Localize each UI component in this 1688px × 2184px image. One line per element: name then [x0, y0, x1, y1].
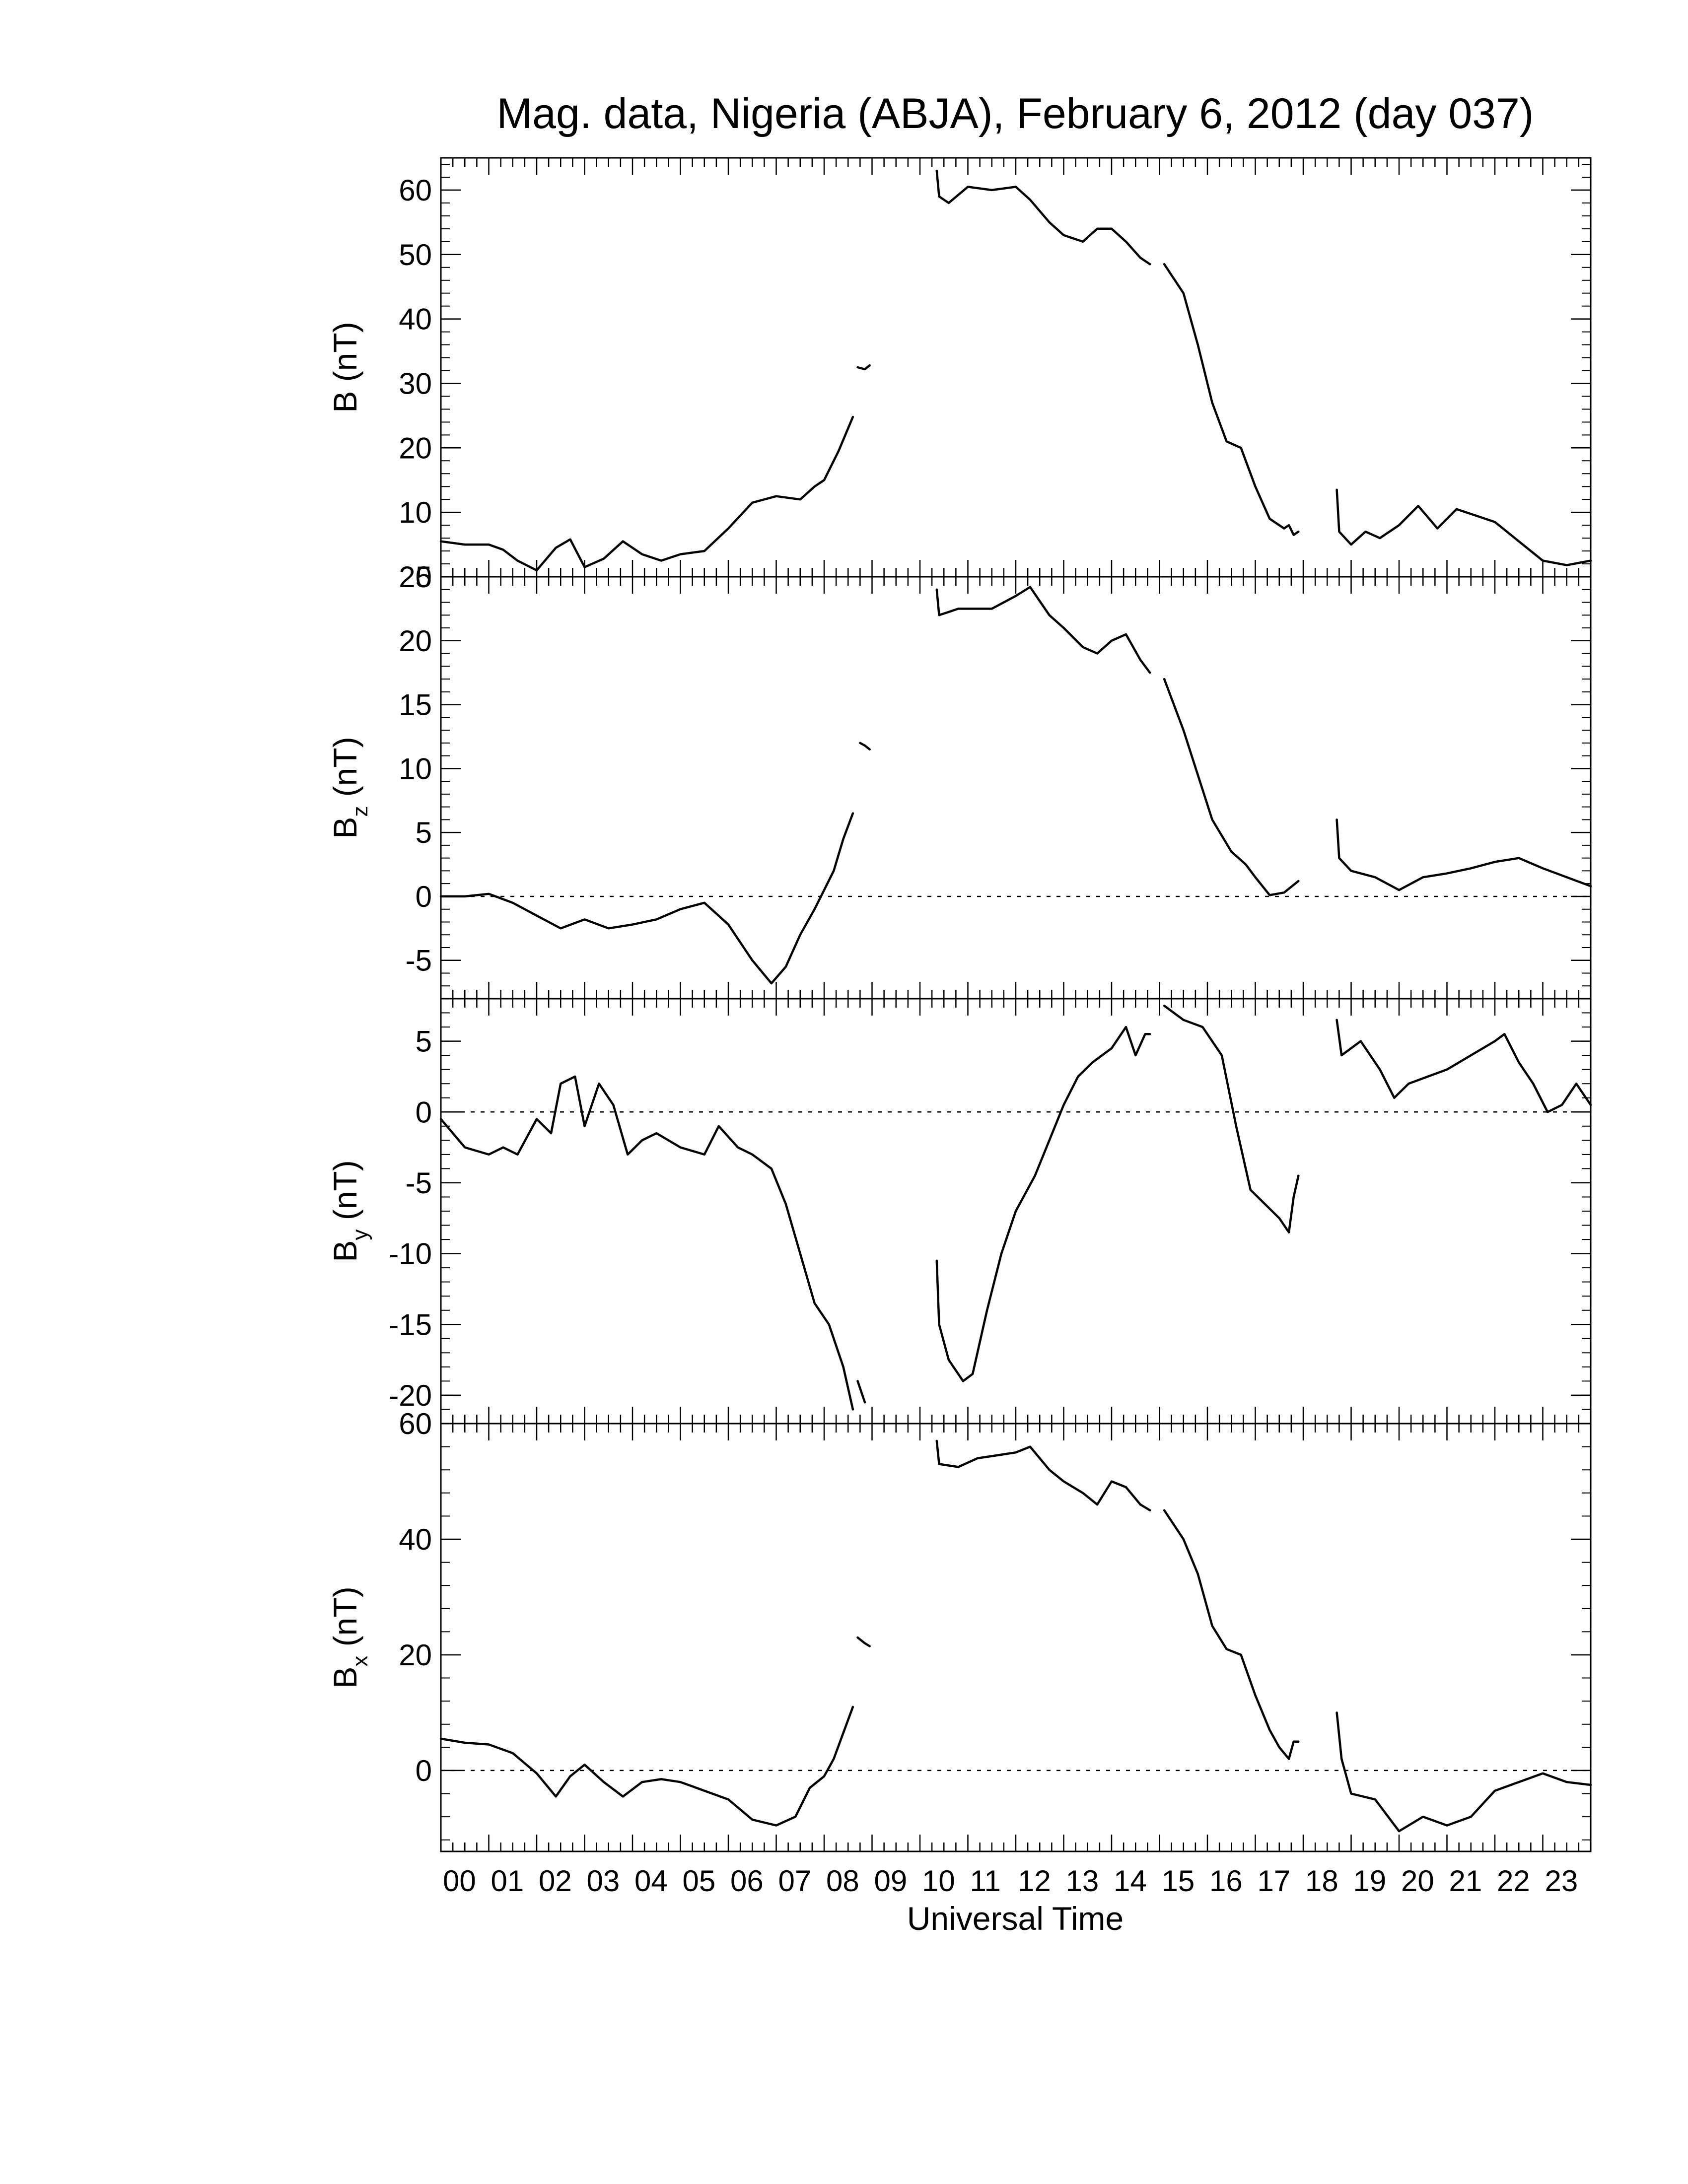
y-axis-label-subscript: x [348, 1656, 372, 1667]
series-line-b-2 [935, 169, 1151, 266]
series-line-b-1 [856, 364, 871, 371]
y-axis-label-unit: (nT) [327, 1160, 363, 1229]
series-line-bz-3 [1163, 678, 1300, 896]
y-tick-label: -5 [406, 944, 432, 977]
panel-b: 0 10 20 30 40 50 60 B (nT) [327, 157, 1592, 594]
y-axis-label-unit: (nT) [327, 737, 363, 806]
y-tick-label: 20 [399, 624, 432, 658]
x-tick-label: 14 [1114, 1864, 1147, 1898]
series-line-bz-1 [859, 742, 871, 751]
y-tick-label: 30 [399, 367, 432, 400]
y-axis-label-unit: (nT) [327, 322, 363, 391]
series-line-b-0 [439, 415, 854, 572]
series-line-bz-4 [1336, 819, 1592, 891]
y-tick-label: 0 [416, 1095, 432, 1129]
y-axis-label-subscript: y [348, 1229, 372, 1240]
y-axis-label: Bz (nT) [327, 737, 372, 838]
x-tick-labels: 00 01 02 03 04 05 06 07 08 09 10 11 12 13 14 15 16 17 18 19… [443, 1864, 1578, 1898]
y-tick-label: 40 [399, 1523, 432, 1556]
y-axis-label-main: B [327, 1240, 363, 1262]
y-tick-label: 40 [399, 303, 432, 336]
panel-bz: -5 0 5 10 15 20 25 Bz (nT) [327, 560, 1592, 1000]
y-tick-label: -5 [406, 1166, 432, 1200]
series-line-by-3 [1163, 1005, 1300, 1234]
series-line-b-4 [1336, 488, 1592, 566]
x-tick-label: 02 [539, 1864, 572, 1898]
x-tick-label: 10 [922, 1864, 955, 1898]
x-tick-label: 18 [1305, 1864, 1338, 1898]
y-axis-label-main: B [327, 1667, 363, 1689]
x-tick-label: 07 [778, 1864, 812, 1898]
x-tick-label: 03 [587, 1864, 620, 1898]
series-line-bx-2 [935, 1439, 1151, 1511]
y-tick-label: 5 [416, 816, 432, 849]
x-tick-label: 16 [1209, 1864, 1243, 1898]
x-tick-label: 22 [1497, 1864, 1530, 1898]
x-tick-label: 09 [874, 1864, 908, 1898]
x-tick-label: 20 [1401, 1864, 1434, 1898]
y-tick-label: 5 [416, 1025, 432, 1058]
y-axis-label-subscript: z [348, 806, 372, 817]
y-axis-label: Bx (nT) [327, 1586, 372, 1688]
x-tick-label: 11 [970, 1864, 1001, 1898]
y-axis-label: By (nT) [327, 1160, 372, 1262]
y-tick-label: 0 [416, 1754, 432, 1787]
x-tick-label: 13 [1066, 1864, 1099, 1898]
y-tick-label: 60 [399, 1407, 432, 1440]
y-axis-label-main: B [327, 391, 363, 413]
series-line-by-0 [439, 1075, 854, 1411]
y-axis-label: B (nT) [327, 322, 363, 412]
series-line-bx-3 [1163, 1509, 1300, 1760]
x-tick-label: 08 [826, 1864, 859, 1898]
x-tick-label: 15 [1162, 1864, 1195, 1898]
y-tick-label: 0 [416, 880, 432, 913]
y-tick-label: 10 [399, 496, 432, 529]
series-line-bz-0 [439, 812, 854, 985]
panel-by: -20 -15 -10 -5 0 5 By (nT) [327, 998, 1592, 1425]
panel-frame [440, 157, 1592, 578]
series-line-bz-2 [935, 586, 1151, 674]
x-tick-label: 01 [491, 1864, 524, 1898]
series-line-by-1 [856, 1380, 866, 1404]
x-tick-label: 21 [1449, 1864, 1482, 1898]
x-tick-label: 04 [634, 1864, 668, 1898]
y-tick-label: 50 [399, 238, 432, 272]
panel-frame [440, 576, 1592, 1000]
y-tick-label: 60 [399, 174, 432, 207]
panel-bx: 0 20 40 60 Bx (nT) [327, 1407, 1592, 1852]
y-tick-label: 20 [399, 1638, 432, 1672]
y-tick-label: 10 [399, 752, 432, 785]
panel-frame [440, 1423, 1592, 1852]
x-tick-label: 19 [1353, 1864, 1387, 1898]
x-tick-label: 05 [683, 1864, 716, 1898]
series-line-bx-4 [1336, 1711, 1592, 1833]
chart-title: Mag. data, Nigeria (ABJA), February 6, 2… [497, 90, 1534, 137]
y-tick-label: 15 [399, 688, 432, 722]
x-axis-title: Universal Time [907, 1900, 1124, 1937]
x-tick-label: 17 [1258, 1864, 1291, 1898]
series-line-b-3 [1163, 263, 1300, 536]
x-tick-label: 23 [1545, 1864, 1578, 1898]
y-tick-label: 0 [416, 560, 432, 594]
y-tick-label: 20 [399, 431, 432, 465]
series-line-by-4 [1336, 1019, 1592, 1113]
x-tick-label: 00 [443, 1864, 476, 1898]
series-line-bx-1 [856, 1636, 871, 1647]
y-axis-label-unit: (nT) [327, 1586, 363, 1655]
y-tick-label: 25 [399, 560, 432, 594]
y-axis-label-main: B [327, 817, 363, 839]
y-tick-label: -20 [389, 1379, 432, 1412]
x-tick-label: 12 [1018, 1864, 1051, 1898]
x-tick-label: 06 [730, 1864, 764, 1898]
y-tick-label: -15 [389, 1308, 432, 1341]
series-line-bx-0 [439, 1706, 854, 1827]
y-tick-label: -10 [389, 1237, 432, 1271]
series-line-by-2 [935, 1025, 1151, 1382]
